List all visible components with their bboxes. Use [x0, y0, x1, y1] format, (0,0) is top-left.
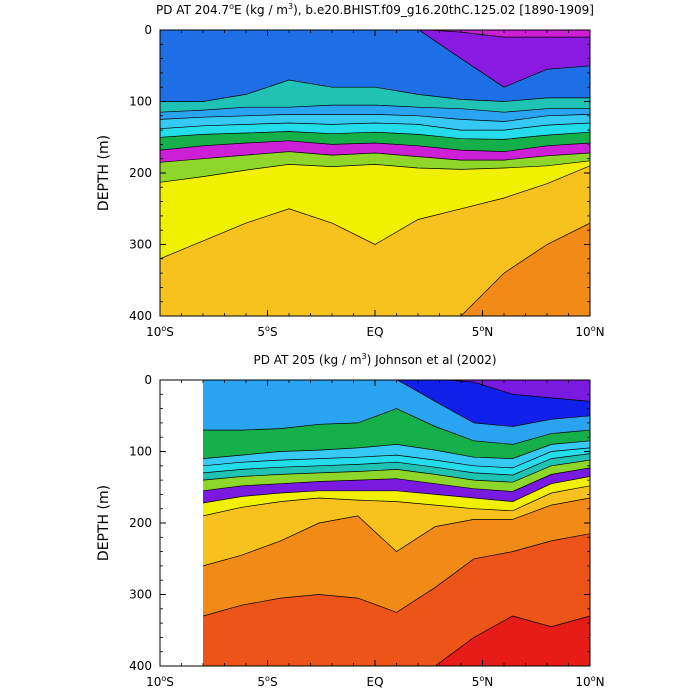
contour-line-25 [160, 140, 590, 152]
y-tick-label: 200 [129, 166, 152, 180]
x-tick-label: 5oN [472, 674, 494, 689]
y-tick-label: 100 [129, 95, 152, 109]
contour-line-23.8 [203, 447, 590, 469]
contour-line-25.4 [203, 476, 590, 504]
contour-line-22.6 [418, 30, 590, 88]
x-tick-label: 10oS [146, 324, 174, 339]
x-tick-label: 10oN [575, 324, 604, 339]
y-tick-label: 200 [129, 516, 152, 530]
y-tick-label: 300 [129, 588, 152, 602]
contour-line-26.6 [203, 533, 590, 617]
chart-panel-2: 10oS 5oS EQ 5oN 10oN 0 100 200 300 400 DEPTH (m) PD… [96, 352, 605, 689]
contour-line-24.2 [203, 453, 590, 476]
chart-panel-1: 10oS 5oS EQ 5oN 10oN 0 100 200 300 400 DEPTH (m) PD… [96, 2, 605, 339]
x-tick-label: 10oS [146, 674, 174, 689]
contour-fills [160, 30, 590, 316]
contour-fills [203, 380, 590, 666]
chart-title: PD AT 204.7oE (kg / m3), b.e20.BHIST.f09… [156, 2, 594, 17]
contour-line-25.8 [203, 485, 590, 517]
contour-line-23.4 [203, 440, 590, 459]
y-tick-label: 100 [129, 445, 152, 459]
contour-line-25.8 [160, 160, 590, 183]
contour-line-22.6 [397, 380, 590, 427]
contour-line-25.4 [160, 151, 590, 163]
density-band-26.6 [160, 165, 590, 316]
contour-lines [160, 30, 590, 316]
contour-line-25 [203, 467, 590, 492]
y-tick-label: 0 [144, 373, 152, 387]
contour-line-23 [203, 408, 590, 445]
x-tick-label: EQ [366, 325, 383, 339]
y-axis-label: DEPTH (m) [96, 135, 112, 211]
x-tick-label: EQ [366, 675, 383, 689]
contour-line-22.2 [423, 30, 590, 38]
contour-line-23.4 [160, 104, 590, 113]
contour-line-24.6 [203, 459, 590, 483]
density-band-27.0 [160, 223, 590, 316]
x-tick-label: 5oS [257, 674, 277, 689]
contour-line-23.8 [160, 114, 590, 122]
y-tick-label: 0 [144, 23, 152, 37]
density-band-27.4 [203, 616, 590, 666]
y-axis-label: DEPTH (m) [96, 485, 112, 561]
x-tick-label: 5oS [257, 324, 277, 339]
chart-title: PD AT 205 (kg / m3) Johnson et al (2002) [253, 352, 496, 367]
contour-line-27.0 [203, 615, 590, 666]
contour-line-23 [160, 79, 590, 102]
x-tick-label: 10oN [575, 674, 604, 689]
contour-line-26.2 [160, 165, 590, 260]
x-tick-label: 5oN [472, 324, 494, 339]
y-tick-label: 300 [129, 238, 152, 252]
contour-line-24.6 [160, 131, 590, 140]
y-tick-label: 400 [129, 309, 152, 323]
contour-line-26.6 [160, 222, 590, 316]
contour-line-24.2 [160, 122, 590, 131]
contour-line-26.2 [203, 497, 590, 567]
contour-line-22.2 [440, 380, 590, 402]
y-tick-label: 400 [129, 659, 152, 673]
contour-lines [203, 380, 590, 666]
